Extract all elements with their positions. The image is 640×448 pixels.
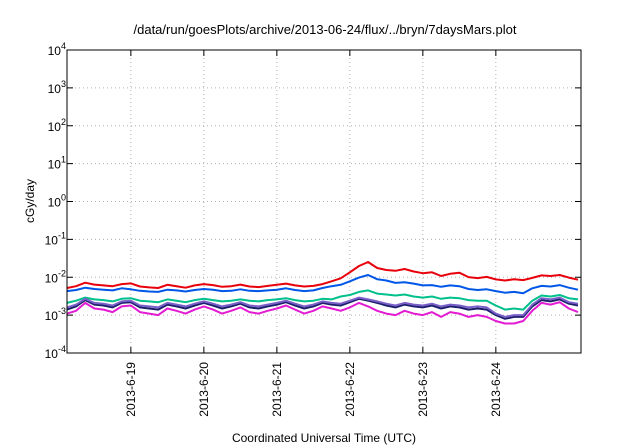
chart-title: /data/run/goesPlots/archive/2013-06-24/f… [134,22,517,37]
y-tick-label: 103 [48,79,66,96]
x-tick-label: 2013-6-22 [343,362,357,417]
y-tick-label: 101 [48,155,66,172]
series-lines [66,261,579,325]
y-tick-label: 10-3 [45,306,66,323]
y-tick-label: 10-4 [45,344,66,361]
series-line-1 [66,261,579,289]
series-line-4 [66,297,579,320]
x-axis-label: Coordinated Universal Time (UTC) [232,431,416,445]
plot-frame [66,49,582,354]
series-line-6 [66,301,579,325]
y-tick-labels: 10-4 10-3 10-2 10-1 100 101 102 103 104 [45,41,66,361]
y-tick-label: 10-1 [45,230,66,247]
x-tick-label: 2013-6-23 [416,362,430,417]
y-tick-label: 102 [48,117,66,134]
series-line-2 [66,274,579,295]
series-line-5 [66,296,579,318]
x-tick-label: 2013-6-21 [270,362,284,417]
x-tick-label: 2013-6-20 [197,362,211,417]
x-tick-labels: 2013-6-19 2013-6-20 2013-6-21 2013-6-22 2013… [124,362,503,417]
y-tick-label: 104 [48,41,66,58]
series-line-3 [66,289,579,311]
x-tick-label: 2013-6-19 [124,362,138,417]
x-tick-label: 2013-6-24 [489,362,503,417]
y-tick-label: 100 [48,193,66,210]
y-axis-label: cGy/day [23,179,37,223]
y-tick-label: 10-2 [45,268,66,285]
